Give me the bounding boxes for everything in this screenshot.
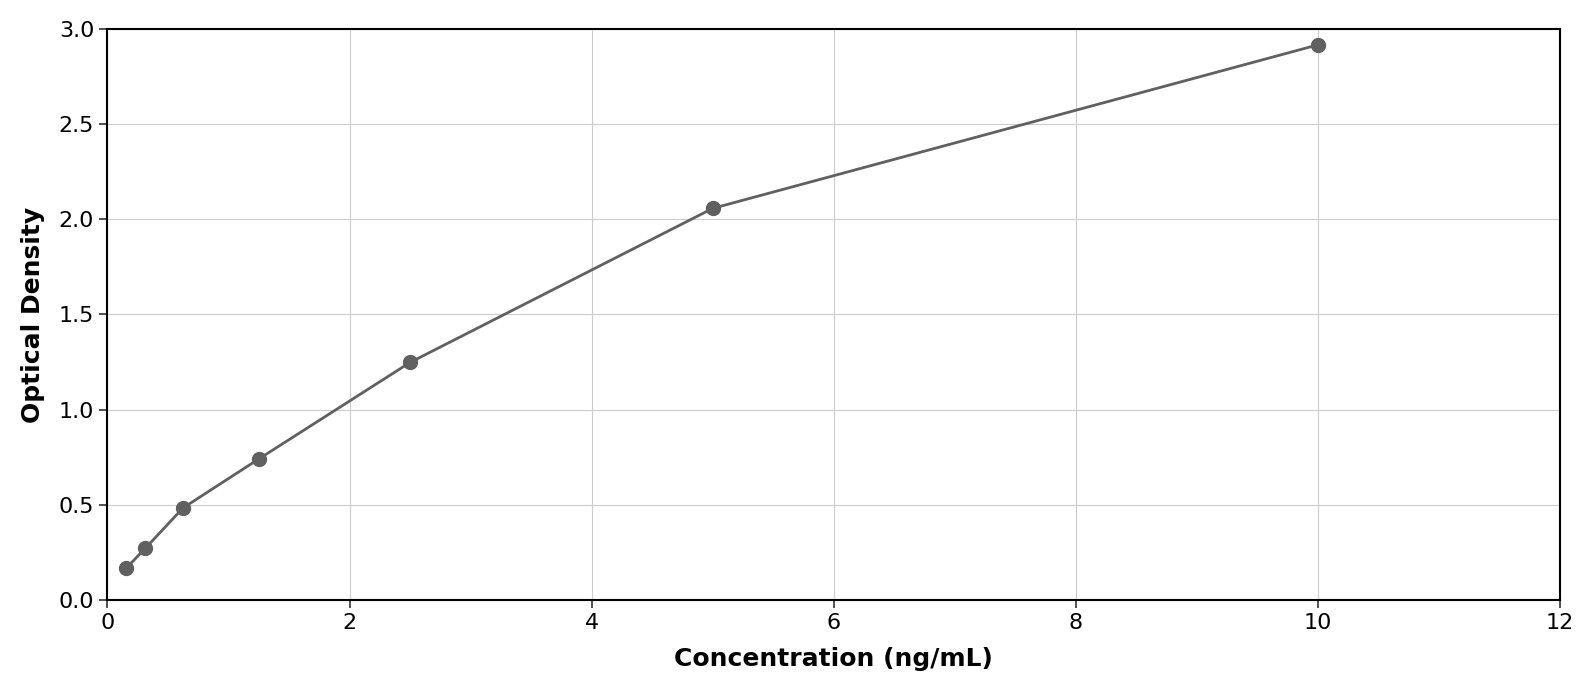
Point [1305,39,1330,51]
Point [700,203,726,214]
Point [397,357,423,368]
X-axis label: Concentration (ng/mL): Concentration (ng/mL) [675,647,994,671]
Y-axis label: Optical Density: Optical Density [21,206,45,423]
Point [132,543,158,554]
Point [171,502,196,513]
Point [113,563,139,574]
Point [246,453,271,464]
